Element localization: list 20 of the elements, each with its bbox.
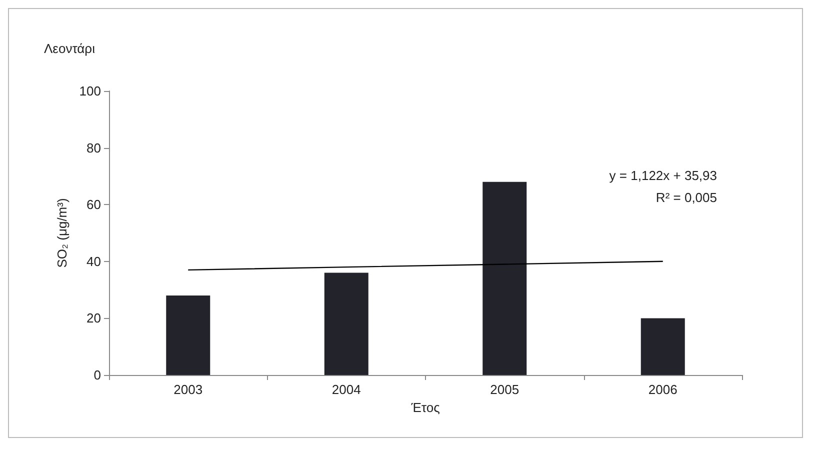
y-tick-label: 80 bbox=[86, 140, 101, 156]
bar bbox=[482, 182, 527, 375]
annotation: R² = 0,005 bbox=[656, 190, 718, 205]
y-axis-title: SO₂ (μg/m³) bbox=[54, 198, 70, 268]
x-axis-title: Έτος bbox=[410, 400, 440, 415]
y-tick-label: 0 bbox=[94, 368, 101, 382]
x-tick-label: 2006 bbox=[648, 382, 678, 397]
x-tick-label: 2004 bbox=[332, 382, 361, 397]
x-tick-label: 2003 bbox=[174, 382, 203, 397]
annotation: y = 1,122x + 35,93 bbox=[609, 168, 718, 183]
y-tick-label: 60 bbox=[86, 197, 101, 212]
y-tick-label: 40 bbox=[86, 254, 101, 269]
bar bbox=[166, 295, 210, 375]
x-tick-label: 2005 bbox=[490, 382, 520, 397]
line-series bbox=[188, 260, 664, 271]
bar bbox=[640, 318, 685, 375]
y-tick-label: 20 bbox=[86, 310, 101, 326]
chart-title: Λεοντάρι bbox=[44, 41, 96, 56]
y-tick-label: 100 bbox=[79, 84, 101, 98]
bar bbox=[324, 272, 368, 375]
